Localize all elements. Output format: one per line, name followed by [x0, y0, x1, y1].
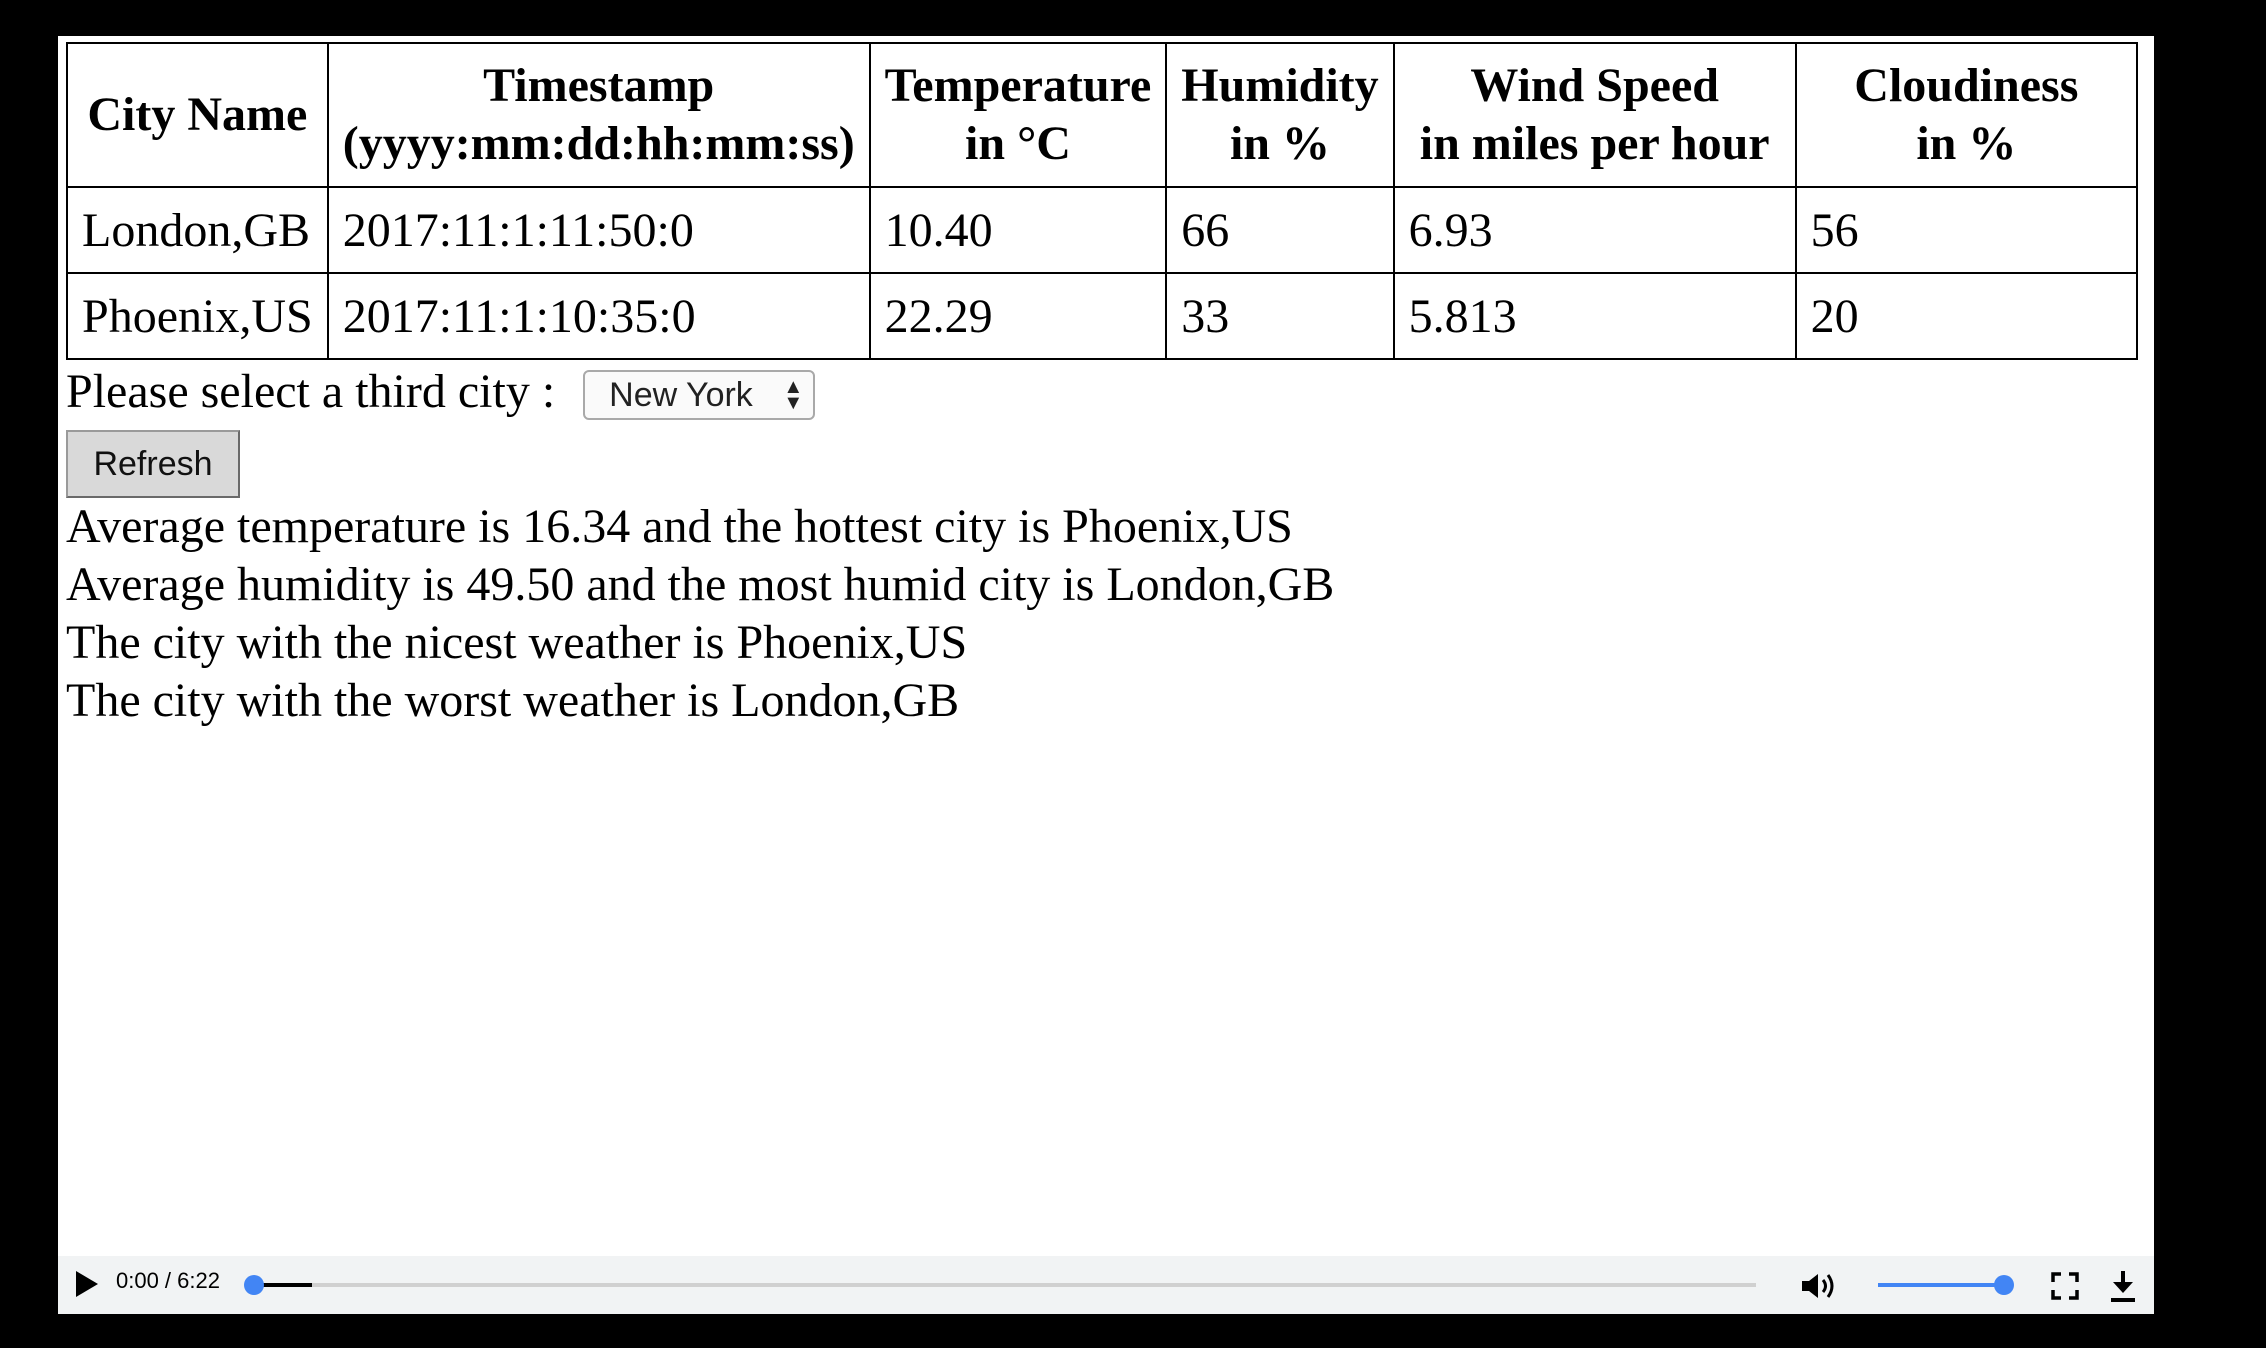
- cell-humidity: 33: [1165, 272, 1395, 360]
- result-line: Average humidity is 49.50 and the most h…: [66, 558, 1335, 611]
- header-line: Wind Speed: [1470, 59, 1719, 112]
- cell-wind-speed: 6.93: [1392, 186, 1797, 274]
- city-select[interactable]: New York ▲ ▼: [583, 370, 816, 420]
- table-row: London,GB 2017:11:1:11:50:0 10.40 66 6.9…: [66, 186, 2139, 274]
- result-line: The city with the worst weather is Londo…: [66, 674, 960, 727]
- header-city-name: City Name: [66, 42, 329, 188]
- header-wind-speed: Wind Speed in miles per hour: [1392, 42, 1797, 188]
- cell-timestamp: 2017:11:1:10:35:0: [326, 272, 871, 360]
- download-icon[interactable]: [2108, 1269, 2138, 1303]
- header-line: Temperature: [884, 59, 1152, 112]
- header-line: in miles per hour: [1419, 117, 1770, 170]
- city-select-row: Please select a third city : New York ▲ ▼: [66, 362, 816, 420]
- volume-slider[interactable]: [1878, 1275, 2014, 1295]
- cell-temperature: 10.40: [868, 186, 1168, 274]
- cell-cloudiness: 20: [1794, 272, 2139, 360]
- cell-city: Phoenix,US: [66, 272, 329, 360]
- cell-wind-speed: 5.813: [1392, 272, 1797, 360]
- table-header-row: City Name Timestamp (yyyy:mm:dd:hh:mm:ss)…: [66, 42, 2139, 188]
- volume-thumb[interactable]: [1994, 1275, 2014, 1295]
- header-temperature: Temperature in °C: [868, 42, 1168, 188]
- video-player-controls: 0:00 / 6:22: [58, 1256, 2154, 1314]
- header-line: in %: [1229, 117, 1330, 170]
- header-line: City Name: [87, 88, 308, 141]
- cell-humidity: 66: [1165, 186, 1395, 274]
- header-line: in %: [1916, 117, 2017, 170]
- updown-arrows-icon: ▲ ▼: [783, 376, 804, 414]
- progress-buffered: [254, 1283, 312, 1287]
- results-text: Average temperature is 16.34 and the hot…: [66, 498, 1334, 730]
- result-line: Average temperature is 16.34 and the hot…: [66, 500, 1293, 553]
- cell-city: London,GB: [66, 186, 329, 274]
- result-line: The city with the nicest weather is Phoe…: [66, 616, 968, 669]
- progress-bar[interactable]: [244, 1275, 1756, 1295]
- header-line: Humidity: [1181, 59, 1379, 112]
- header-line: (yyyy:mm:dd:hh:mm:ss): [342, 117, 855, 170]
- cell-cloudiness: 56: [1794, 186, 2139, 274]
- time-display: 0:00 / 6:22: [116, 1268, 220, 1293]
- progress-thumb[interactable]: [244, 1275, 264, 1295]
- header-line: in °C: [965, 117, 1071, 170]
- volume-icon[interactable]: [1800, 1271, 1840, 1301]
- cell-temperature: 22.29: [868, 272, 1168, 360]
- header-cloudiness: Cloudiness in %: [1794, 42, 2139, 188]
- header-line: Timestamp: [483, 59, 715, 112]
- header-humidity: Humidity in %: [1165, 42, 1395, 188]
- city-select-value: New York: [609, 375, 753, 414]
- header-line: Cloudiness: [1854, 59, 2079, 112]
- cell-timestamp: 2017:11:1:11:50:0: [326, 186, 871, 274]
- city-select-label: Please select a third city :: [66, 364, 568, 418]
- fullscreen-icon[interactable]: [2050, 1271, 2080, 1301]
- play-icon[interactable]: [76, 1271, 98, 1297]
- table-row: Phoenix,US 2017:11:1:10:35:0 22.29 33 5.…: [66, 272, 2139, 360]
- page-content: City Name Timestamp (yyyy:mm:dd:hh:mm:ss)…: [58, 36, 2154, 1314]
- refresh-button[interactable]: Refresh: [66, 430, 240, 498]
- header-timestamp: Timestamp (yyyy:mm:dd:hh:mm:ss): [326, 42, 871, 188]
- weather-table: City Name Timestamp (yyyy:mm:dd:hh:mm:ss)…: [66, 42, 2139, 360]
